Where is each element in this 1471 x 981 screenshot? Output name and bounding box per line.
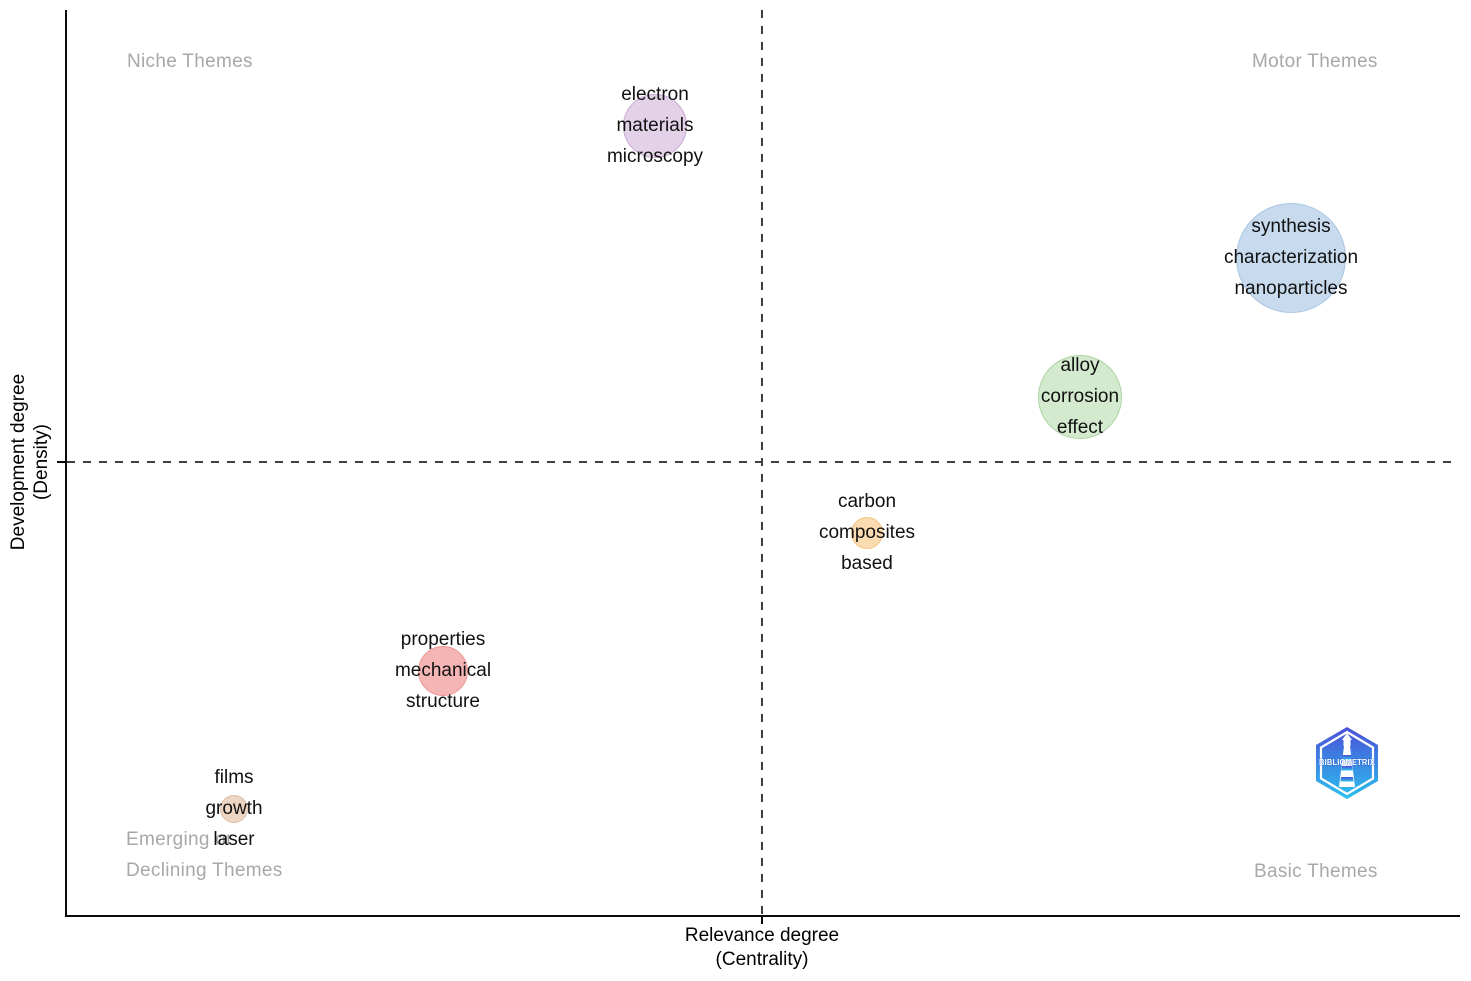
logo-lighthouse	[1339, 733, 1355, 787]
y-axis-title-line2: (Density)	[31, 424, 52, 501]
theme-word: films	[214, 767, 254, 788]
x-axis-line	[65, 915, 1460, 917]
theme-word: corrosion	[1040, 386, 1120, 407]
theme-label-alloy-corrosion-effect: alloy corrosion effect	[930, 350, 1230, 443]
theme-word: properties	[400, 629, 486, 650]
theme-label-synthesis-characterization-nanoparticles: synthesis characterization nanoparticles	[1141, 211, 1441, 304]
theme-word: structure	[406, 691, 480, 712]
theme-label-properties-mechanical-structure: properties mechanical structure	[293, 624, 593, 717]
x-axis-mean-tick	[761, 917, 763, 924]
theme-word: alloy	[1060, 355, 1100, 376]
theme-word: electron	[621, 84, 689, 105]
logo-wordmark: BIBLIOMETRIX	[1319, 758, 1375, 767]
y-axis-mean-tick	[57, 461, 65, 463]
theme-bubble-properties-mechanical-structure	[418, 646, 468, 696]
theme-bubble-synthesis-characterization-nanoparticles	[1236, 203, 1346, 313]
theme-label-films-growth-laser: films growth laser	[84, 762, 384, 855]
x-axis-title: Relevance degree (Centrality)	[602, 924, 922, 972]
quadrant-label-emerging-declining-themes: Emerging or Declining Themes	[126, 824, 283, 886]
mean-density-divider-line	[67, 461, 1458, 463]
quadrant-label-basic-themes: Basic Themes	[1254, 861, 1378, 882]
y-axis-title-line1: Development degree	[8, 373, 29, 551]
theme-bubble-alloy-corrosion-effect	[1038, 355, 1122, 439]
theme-word: carbon	[837, 491, 897, 512]
theme-word: materials	[616, 115, 694, 136]
y-axis-line	[65, 10, 67, 917]
theme-bubble-electron-materials-microscopy	[623, 94, 687, 158]
y-axis-title: Development degree (Density)	[7, 344, 53, 580]
quadrant-label-emerging-line2: Declining Themes	[126, 860, 283, 881]
theme-word: mechanical	[394, 660, 492, 681]
theme-word: synthesis	[1251, 216, 1331, 237]
x-axis-title-line2: (Centrality)	[715, 949, 809, 970]
theme-word: microscopy	[606, 146, 704, 167]
theme-word: effect	[1056, 417, 1104, 438]
quadrant-label-emerging-line1: Emerging or	[126, 829, 233, 850]
theme-word: based	[841, 553, 893, 574]
theme-bubble-films-growth-laser	[220, 795, 248, 823]
theme-word: characterization	[1223, 247, 1359, 268]
logo-inner-hexagon	[1319, 730, 1375, 796]
theme-word: laser	[213, 829, 255, 850]
theme-bubble-carbon-composites-based	[851, 517, 883, 549]
theme-word: nanoparticles	[1234, 278, 1348, 299]
quadrant-label-niche-themes: Niche Themes	[127, 51, 253, 72]
theme-label-electron-materials-microscopy: electron materials microscopy	[505, 79, 805, 172]
theme-word: growth	[205, 798, 263, 819]
x-axis-title-line1: Relevance degree	[684, 925, 840, 946]
theme-label-carbon-composites-based: carbon composites based	[717, 486, 1017, 579]
theme-word: composites	[818, 522, 916, 543]
bibliometrix-logo-icon: BIBLIOMETRIX	[1316, 727, 1378, 799]
quadrant-label-motor-themes: Motor Themes	[1252, 51, 1378, 72]
